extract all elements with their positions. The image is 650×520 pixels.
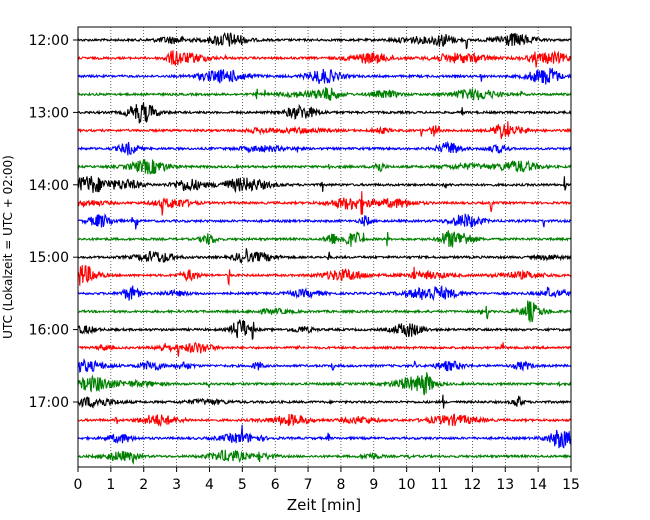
y-tick-label-1200: 12:00: [29, 33, 69, 49]
trace-1415: [77, 191, 572, 216]
trace-1545: [77, 300, 572, 323]
x-tick-label-14: 14: [529, 477, 547, 493]
plot-frame: [77, 26, 572, 468]
trace-1245: [77, 87, 572, 101]
trace-1315: [77, 121, 572, 139]
x-tick-label-15: 15: [562, 477, 580, 493]
x-tick-label-13: 13: [496, 477, 514, 493]
trace-1200: [77, 32, 572, 50]
x-tick-label-5: 5: [238, 477, 247, 493]
x-tick-label-11: 11: [431, 477, 449, 493]
x-tick-label-3: 3: [172, 477, 181, 493]
trace-1645: [77, 372, 572, 396]
trace-1745: [77, 449, 572, 465]
trace-1345: [77, 159, 572, 175]
x-tick-label-4: 4: [205, 477, 214, 493]
grid-lines: [110, 27, 539, 467]
x-tick-label-1: 1: [106, 477, 115, 493]
x-tick-label-12: 12: [463, 477, 481, 493]
trace-rows: [77, 32, 572, 465]
y-tick-label-1500: 15:00: [29, 250, 69, 266]
x-tick-label-6: 6: [271, 477, 280, 493]
trace-1700: [77, 394, 572, 409]
trace-1530: [78, 284, 572, 302]
x-tick-label-10: 10: [398, 477, 416, 493]
y-tick-label-1700: 17:00: [29, 395, 69, 411]
x-tick-label-7: 7: [304, 477, 313, 493]
y-axis-label: UTC (Lokalzeit = UTC + 02:00): [1, 155, 15, 339]
trace-1300: [77, 102, 572, 124]
trace-1715: [77, 413, 572, 428]
trace-1400: [77, 175, 572, 194]
trace-1215: [77, 50, 572, 68]
trace-1515: [77, 265, 572, 287]
y-tick-label-1400: 14:00: [29, 178, 69, 194]
trace-1330: [77, 140, 572, 156]
trace-1230: [77, 67, 572, 85]
trace-1500: [77, 248, 572, 265]
trace-1730: [77, 424, 572, 449]
x-tick-label-2: 2: [139, 477, 148, 493]
trace-1430: [77, 212, 572, 230]
trace-1630: [77, 358, 572, 373]
trace-1615: [77, 341, 572, 357]
trace-1445: [77, 230, 572, 248]
y-tick-label-1600: 16:00: [29, 323, 69, 339]
x-tick-label-0: 0: [74, 477, 83, 493]
x-axis-ticks: 0 1 2 3 4 5 6 7 8 9 10 11 12 13 14 15: [74, 467, 580, 493]
y-axis-ticks: 12:00 13:00 14:00 15:00 16:00 17:00: [29, 33, 78, 411]
x-tick-label-9: 9: [369, 477, 378, 493]
y-tick-label-1300: 13:00: [29, 105, 69, 121]
x-tick-label-8: 8: [336, 477, 345, 493]
x-axis-label: Zeit [min]: [287, 496, 361, 514]
trace-1600: [77, 319, 572, 340]
